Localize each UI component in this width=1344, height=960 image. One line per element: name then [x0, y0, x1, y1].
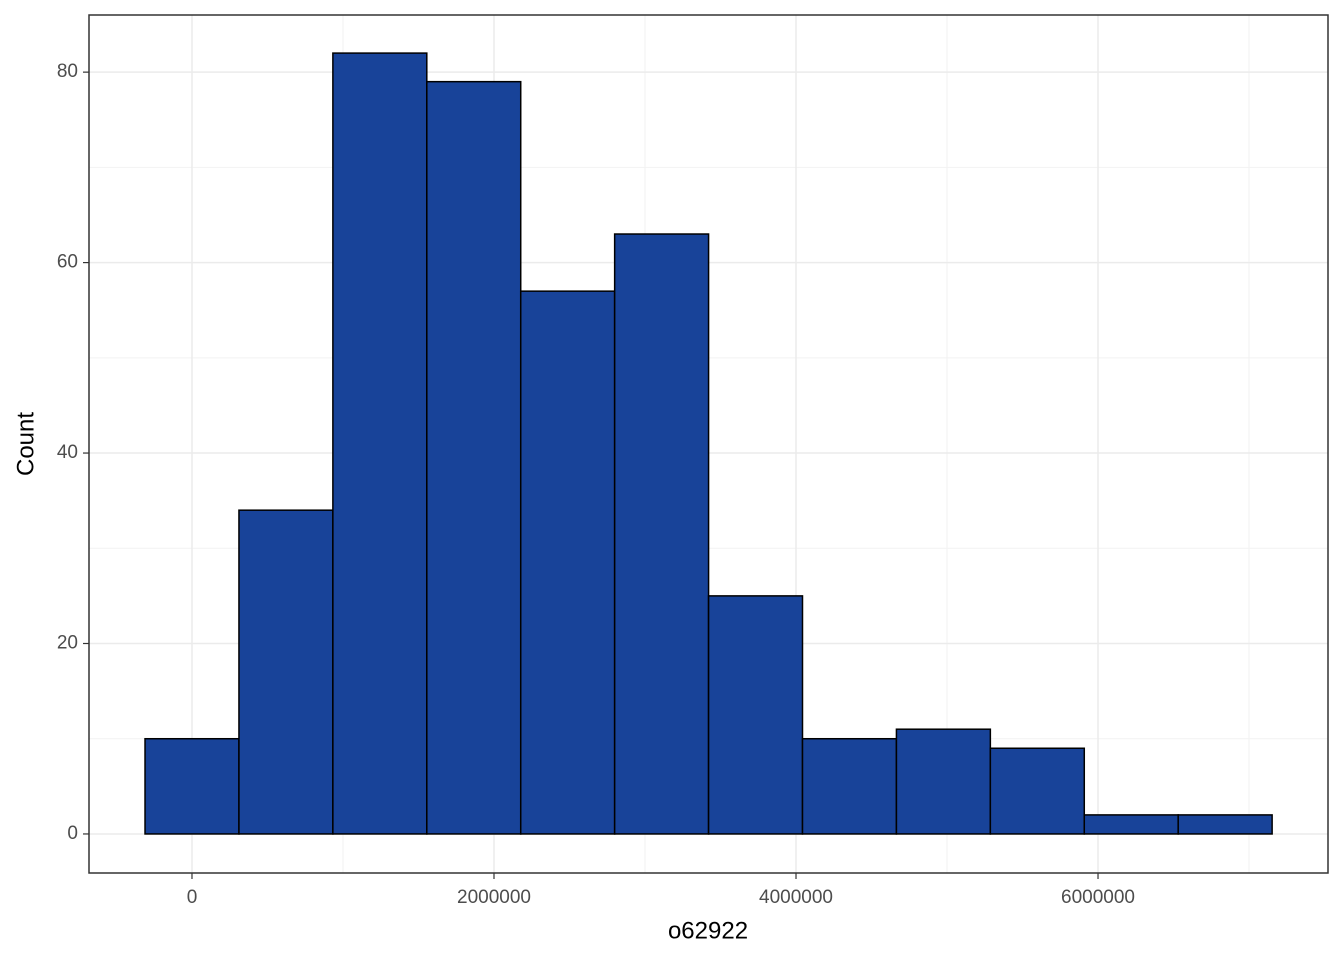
- x-tick-label: 2000000: [457, 887, 531, 908]
- bar: [989, 747, 1086, 835]
- bar: [144, 737, 240, 835]
- bar: [519, 290, 616, 835]
- y-tick-label: 80: [57, 61, 78, 82]
- bar: [1083, 814, 1179, 835]
- bar: [707, 595, 804, 835]
- plot-border: [88, 14, 1329, 874]
- y-tick-label: 60: [57, 252, 78, 273]
- bar: [1177, 814, 1273, 835]
- x-tick-label: 6000000: [1061, 887, 1135, 908]
- bar: [801, 737, 898, 835]
- bar: [426, 80, 522, 835]
- bar: [238, 509, 334, 835]
- x-tick-label: 0: [187, 887, 198, 908]
- x-tick-label: 4000000: [759, 887, 833, 908]
- y-tick-label: 20: [57, 633, 78, 654]
- bar: [613, 233, 710, 835]
- y-tick-label: 0: [67, 823, 78, 844]
- y-axis-label: Count: [12, 412, 39, 476]
- x-axis-label: o62922: [668, 917, 748, 944]
- bar: [895, 728, 992, 835]
- y-tick-label: 40: [57, 442, 78, 463]
- bar: [332, 52, 428, 835]
